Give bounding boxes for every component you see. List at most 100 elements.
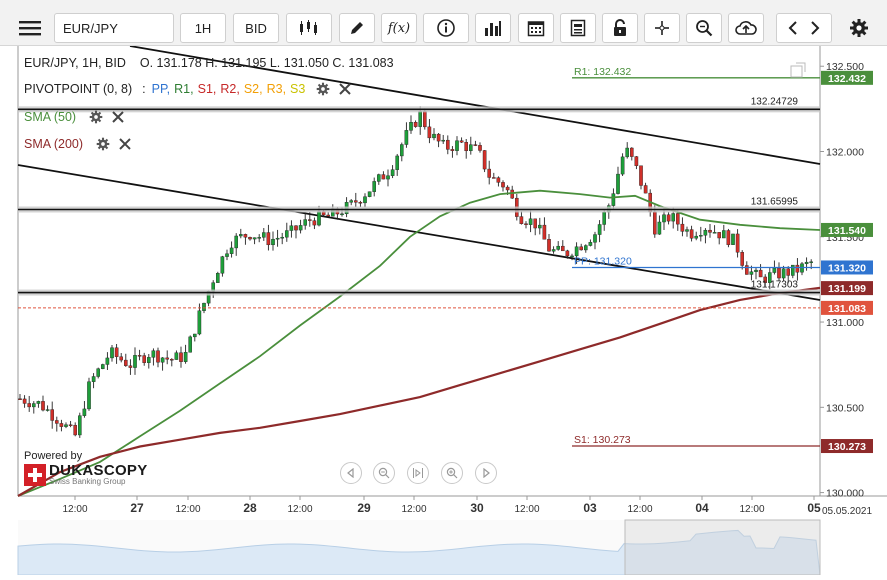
candle-body — [574, 246, 579, 257]
sma200-label: SMA (200) — [24, 137, 84, 151]
sma50-legend: SMA (50) — [24, 109, 126, 125]
candle-body — [708, 229, 712, 233]
candle-body — [505, 186, 510, 191]
candle-body — [183, 352, 188, 362]
candle-body — [59, 423, 64, 427]
close-icon[interactable] — [117, 136, 133, 152]
sma200-tag-label: 131.199 — [828, 283, 866, 295]
timeframe-button[interactable]: 1H — [180, 13, 226, 43]
candle-body — [473, 144, 478, 146]
zoom-out-icon — [378, 467, 390, 479]
candle-body — [791, 264, 795, 276]
candle-body — [197, 310, 202, 335]
price-side-label: BID — [245, 20, 267, 36]
candle-body — [225, 253, 229, 257]
candle-body — [639, 165, 643, 186]
candle-body — [597, 224, 602, 235]
scroll-forward-button[interactable] — [475, 462, 497, 484]
candle-body — [717, 232, 721, 239]
pivot-legend: PIVOTPOINT (0, 8) : PP, R1, S1, R2, S2, R3, S3 — [24, 81, 353, 97]
candle-body — [257, 237, 262, 239]
candle-body — [123, 359, 128, 366]
fit-button[interactable] — [407, 462, 429, 484]
date-label: 05.05.2021 — [822, 506, 872, 517]
swiss-cross-icon — [24, 463, 46, 486]
s1-label: S1: 130.273 — [574, 434, 631, 446]
s1-tag-label: 130.273 — [828, 441, 866, 453]
hline-131173-label: 131.17303 — [751, 280, 799, 291]
time-tick-label: 12:00 — [401, 504, 426, 515]
cloud-button[interactable] — [728, 13, 764, 43]
info-button[interactable] — [423, 13, 469, 43]
indicators-button[interactable]: f(x) — [381, 13, 417, 43]
gear-icon[interactable] — [95, 136, 111, 152]
hline-131659-label: 131.65995 — [751, 196, 799, 207]
news-button[interactable] — [560, 13, 596, 43]
candle-body — [298, 225, 303, 231]
candle-body — [165, 357, 170, 360]
hamburger-icon[interactable] — [14, 13, 46, 43]
candle-body — [395, 155, 400, 170]
candle-body — [87, 381, 91, 410]
time-tick-label: 12:00 — [627, 504, 652, 515]
candle-body — [542, 224, 547, 240]
volume-button[interactable] — [475, 13, 511, 43]
ohlc-values: O. 131.178 H. 131.195 L. 131.050 C. 131.… — [139, 56, 394, 70]
ohlc-label: EUR/JPY, 1H, BID — [24, 56, 126, 70]
gear-icon[interactable] — [315, 81, 331, 97]
candle-body — [570, 255, 574, 258]
candle-body — [229, 247, 234, 254]
candle-body — [234, 235, 239, 249]
draw-tool-button[interactable] — [339, 13, 375, 43]
settings-button[interactable] — [846, 13, 872, 43]
crosshair-button[interactable] — [644, 13, 680, 43]
expand-icon[interactable] — [790, 62, 806, 78]
pivot-title: PIVOTPOINT (0, 8) — [24, 82, 133, 96]
chart-type-button[interactable] — [286, 13, 332, 43]
candle-body — [450, 149, 455, 151]
candle-body — [418, 111, 423, 127]
candle-body — [657, 221, 662, 235]
close-icon[interactable] — [337, 81, 353, 97]
candle-body — [73, 424, 77, 436]
calendar-button[interactable] — [518, 13, 554, 43]
chart-area[interactable]: 132.24729 131.65995 131.17303 R1: 132.432 PP… — [0, 45, 887, 576]
candle-body — [423, 111, 427, 128]
lock-button[interactable] — [602, 13, 638, 43]
zoom-in-button[interactable] — [441, 462, 463, 484]
symbol-selector[interactable]: EUR/JPY — [54, 13, 174, 43]
candle-body — [326, 214, 331, 217]
gear-icon — [850, 19, 868, 37]
candle-body — [156, 350, 160, 363]
price-tick-label: 132.500 — [826, 61, 864, 73]
candle-body — [285, 230, 289, 238]
gear-icon[interactable] — [88, 109, 104, 125]
time-tick-label: 28 — [243, 501, 257, 515]
candle-body — [528, 218, 533, 225]
price-side-button[interactable]: BID — [233, 13, 279, 43]
zoom-out-button[interactable] — [373, 462, 395, 484]
time-tick-label: 27 — [130, 501, 144, 515]
candle-body — [151, 350, 156, 358]
chevron-left-icon[interactable] — [782, 19, 804, 37]
candle-body — [110, 347, 114, 359]
symbol-label: EUR/JPY — [63, 20, 118, 36]
candle-body — [565, 250, 570, 257]
candle-body — [464, 142, 469, 152]
price-chart[interactable]: 132.24729 131.65995 131.17303 R1: 132.432 PP… — [0, 45, 887, 576]
chevron-right-icon[interactable] — [804, 19, 826, 37]
candle-body — [588, 242, 593, 246]
dukascopy-logo: Powered by DUKASCOPY Swiss Banking Group — [24, 450, 154, 486]
candle-body — [404, 130, 409, 145]
close-icon[interactable] — [110, 109, 126, 125]
timeframe-label: 1H — [194, 20, 212, 36]
candle-body — [413, 122, 418, 127]
candle-body — [36, 401, 41, 404]
candle-body — [137, 355, 142, 357]
scroll-back-button[interactable] — [340, 462, 362, 484]
candle-body — [496, 177, 501, 183]
candle-body — [68, 424, 73, 426]
zoom-button[interactable] — [686, 13, 722, 43]
candle-body — [510, 189, 515, 199]
candle-body — [772, 267, 777, 273]
